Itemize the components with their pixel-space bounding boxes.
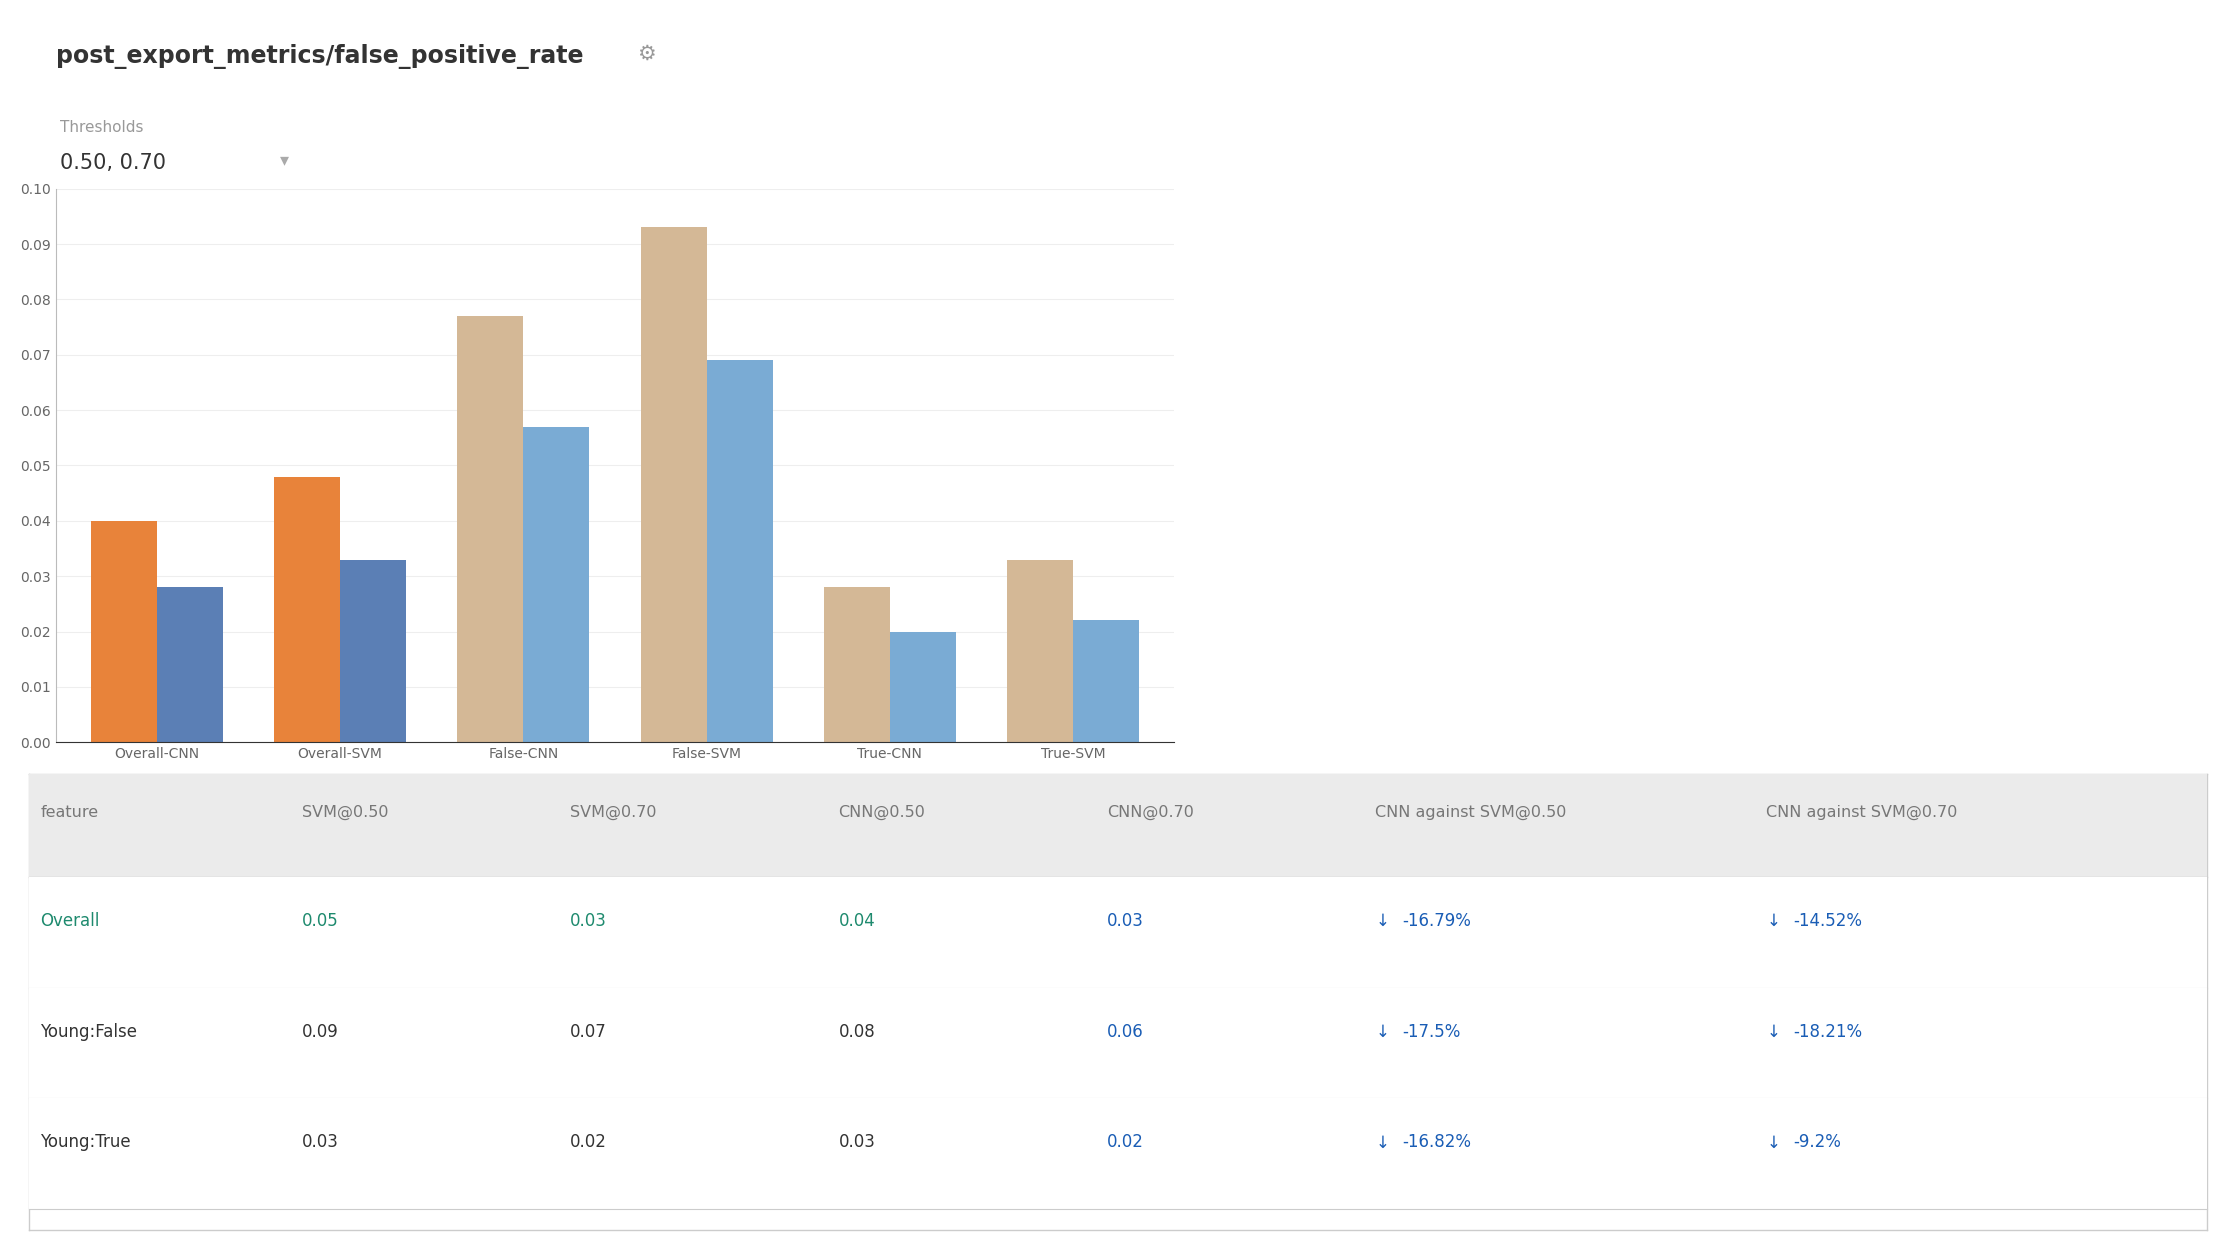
Bar [823, 587, 890, 742]
Text: -16.79%: -16.79% [1402, 912, 1471, 930]
Text: 0.50, 0.70: 0.50, 0.70 [60, 153, 165, 174]
Text: SVM@0.50: SVM@0.50 [302, 805, 389, 820]
Text: ⚙: ⚙ [637, 44, 655, 64]
Text: -17.5%: -17.5% [1402, 1023, 1460, 1040]
Text: -14.52%: -14.52% [1793, 912, 1863, 930]
Text: -9.2%: -9.2% [1793, 1133, 1840, 1151]
Text: CNN@0.50: CNN@0.50 [838, 805, 926, 820]
Text: post_export_metrics/false_positive_rate: post_export_metrics/false_positive_rate [56, 44, 584, 69]
Text: ↓: ↓ [1375, 912, 1389, 930]
Bar [890, 632, 955, 742]
Text: 0.06: 0.06 [1107, 1023, 1143, 1040]
Text: -16.82%: -16.82% [1402, 1133, 1471, 1151]
Text: 0.07: 0.07 [570, 1023, 606, 1040]
Bar [523, 426, 590, 742]
Text: 0.03: 0.03 [1107, 912, 1143, 930]
Bar [92, 521, 157, 742]
Bar [639, 228, 707, 742]
Text: CNN against SVM@0.50: CNN against SVM@0.50 [1375, 805, 1567, 820]
Bar [340, 560, 407, 742]
Text: ↓: ↓ [1375, 1023, 1389, 1040]
Text: 0.04: 0.04 [838, 912, 874, 930]
Text: CNN against SVM@0.70: CNN against SVM@0.70 [1766, 805, 1959, 820]
Text: -18.21%: -18.21% [1793, 1023, 1863, 1040]
Text: ▾: ▾ [280, 151, 288, 169]
Text: ↓: ↓ [1375, 1133, 1389, 1151]
Text: 0.03: 0.03 [838, 1133, 874, 1151]
Text: 0.08: 0.08 [838, 1023, 874, 1040]
Bar [458, 316, 523, 742]
Text: 0.02: 0.02 [1107, 1133, 1143, 1151]
Text: 0.03: 0.03 [570, 912, 606, 930]
Text: ↓: ↓ [1766, 912, 1780, 930]
Text: feature: feature [40, 805, 98, 820]
Text: 0.03: 0.03 [302, 1133, 338, 1151]
Text: ↓: ↓ [1766, 1023, 1780, 1040]
Text: 0.05: 0.05 [302, 912, 338, 930]
Text: ↓: ↓ [1766, 1133, 1780, 1151]
Text: SVM@0.70: SVM@0.70 [570, 805, 657, 820]
Text: CNN@0.70: CNN@0.70 [1107, 805, 1194, 820]
Text: Overall: Overall [40, 912, 101, 930]
Text: Young:True: Young:True [40, 1133, 132, 1151]
Text: Thresholds: Thresholds [60, 120, 143, 135]
Bar [275, 477, 340, 742]
Bar [707, 360, 771, 742]
Bar [1006, 560, 1073, 742]
Bar [157, 587, 224, 742]
Text: 0.02: 0.02 [570, 1133, 606, 1151]
Bar [1073, 620, 1138, 742]
Text: 0.09: 0.09 [302, 1023, 338, 1040]
Text: Young:False: Young:False [40, 1023, 136, 1040]
